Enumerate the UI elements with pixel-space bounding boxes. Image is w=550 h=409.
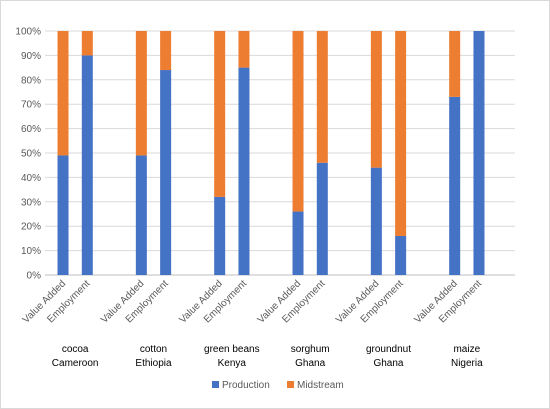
group-label-line1: sorghum <box>291 344 330 355</box>
legend-swatch <box>287 381 294 388</box>
y-tick-label: 20% <box>21 222 41 233</box>
bar-production <box>135 155 147 275</box>
bar-midstream <box>238 31 250 68</box>
group-label-line1: groundnut <box>366 344 411 355</box>
group-label-line2: Cameroon <box>52 358 99 369</box>
y-tick-label: 60% <box>21 124 41 135</box>
bar-midstream <box>292 31 304 212</box>
bar-production <box>160 70 172 275</box>
bar-midstream <box>160 31 172 71</box>
group-label-line2: Kenya <box>218 358 247 369</box>
legend-swatch <box>212 381 219 388</box>
y-tick-label: 0% <box>27 271 42 282</box>
y-tick-label: 80% <box>21 75 41 86</box>
bar-production <box>370 167 382 275</box>
bar-midstream <box>214 31 226 197</box>
legend-label: Midstream <box>297 380 344 391</box>
y-tick-label: 50% <box>21 149 41 160</box>
bar-midstream <box>81 31 93 56</box>
bar-production <box>473 31 485 275</box>
group-label-line2: Nigeria <box>451 358 483 369</box>
group-label-line1: maize <box>453 344 480 355</box>
bar-midstream <box>395 31 407 236</box>
y-tick-label: 100% <box>15 27 41 38</box>
group-label-line2: Ghana <box>295 358 325 369</box>
y-tick-label: 90% <box>21 51 41 62</box>
bar-midstream <box>370 31 382 168</box>
bar-midstream <box>449 31 461 97</box>
y-tick-label: 30% <box>21 197 41 208</box>
bar-midstream <box>135 31 147 156</box>
group-label-line1: cotton <box>140 344 167 355</box>
bar-production <box>316 162 328 275</box>
group-label-line1: cocoa <box>62 344 89 355</box>
bar-production <box>57 155 69 275</box>
group-label-line2: Ghana <box>373 358 403 369</box>
bar-production <box>449 96 461 275</box>
group-label-line2: Ethiopia <box>135 358 172 369</box>
bar-production <box>214 196 226 275</box>
bar-midstream <box>57 31 69 156</box>
y-tick-label: 40% <box>21 173 41 184</box>
group-label-line1: green beans <box>204 344 260 355</box>
bar-production <box>238 67 250 275</box>
y-tick-label: 70% <box>21 100 41 111</box>
bar-production <box>81 55 93 276</box>
bar-production <box>395 235 407 275</box>
bar-production <box>292 211 304 275</box>
bar-midstream <box>316 31 328 163</box>
y-tick-label: 10% <box>21 246 41 257</box>
legend-label: Production <box>222 380 270 391</box>
